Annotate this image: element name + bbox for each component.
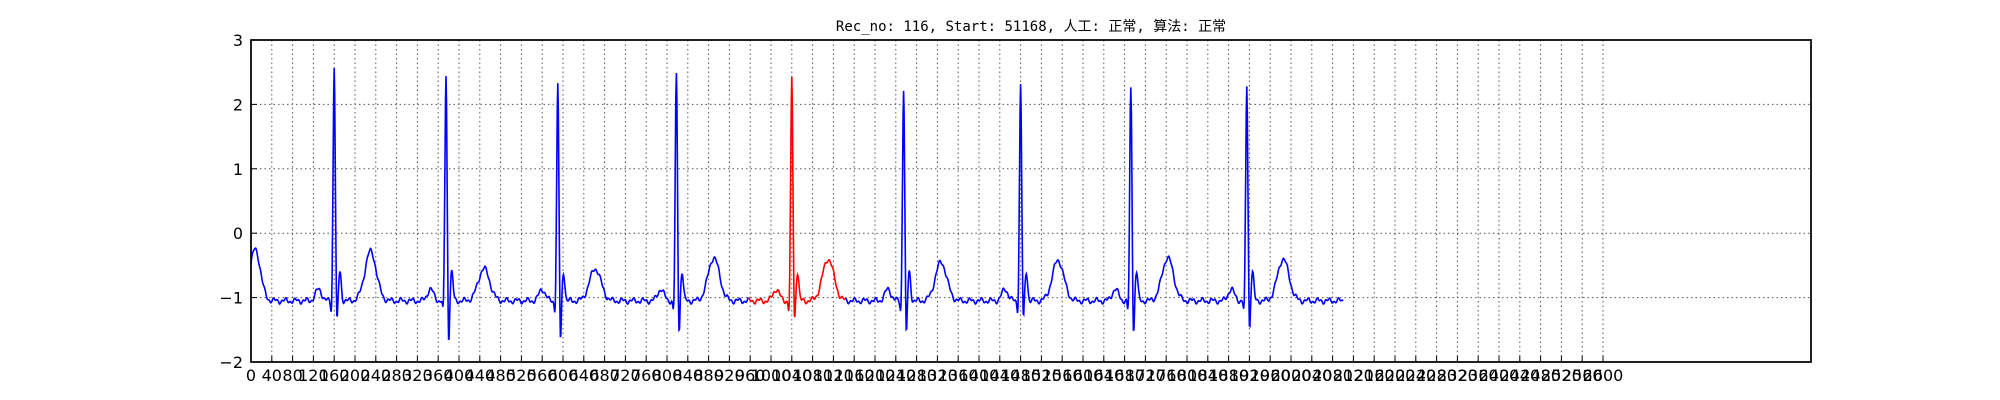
y-tick-label: 1 [233,160,243,179]
x-tick-label: 400 [444,366,475,385]
ecg-trace-segment [250,68,750,341]
x-tick-label: 1800 [1167,366,1208,385]
x-tick-label: 2280 [1416,366,1457,385]
x-tick-label: 1200 [855,366,896,385]
x-tick-label: 1680 [1104,366,1145,385]
x-tick-label: 40 [262,366,282,385]
y-tick-label: −2 [219,353,243,372]
x-tick-label: 720 [610,366,641,385]
x-tick-label: 680 [589,366,620,385]
y-tick-label: 0 [233,224,243,243]
x-tick-label: 1440 [979,366,1020,385]
x-tick-label: 2040 [1291,366,1332,385]
x-tick-label: 1920 [1229,366,1270,385]
chart-title: Rec_no: 116, Start: 51168, 人工: 正常, 算法: 正… [836,19,1226,35]
x-tick-label: 760 [631,366,662,385]
x-tick-label: 280 [381,366,412,385]
y-tick-label: −1 [219,289,243,308]
plot-frame [250,39,1812,363]
x-tick-label: 1000 [751,366,792,385]
x-tick-label: 1960 [1250,366,1291,385]
x-tick-label: 2560 [1562,366,1603,385]
x-tick-label: 640 [569,366,600,385]
x-tick-label: 440 [465,366,496,385]
x-tick-label: 1720 [1125,366,1166,385]
x-tick-label: 2320 [1437,366,1478,385]
x-tick-label: 960 [735,366,766,385]
x-tick-label: 1280 [896,366,937,385]
x-tick-label: 1400 [959,366,1000,385]
x-tick-label: 2080 [1312,366,1353,385]
x-tick-label: 2120 [1333,366,1374,385]
ecg-highlight-segment [748,76,846,318]
x-tick-label: 2200 [1375,366,1416,385]
x-tick-label: 0 [246,366,256,385]
x-tick-label: 2400 [1479,366,1520,385]
x-tick-label: 1600 [1063,366,1104,385]
x-tick-label: 1120 [813,366,854,385]
x-tick-label: 1840 [1187,366,1228,385]
x-tick-label: 920 [714,366,745,385]
ecg-trace-segment [845,84,1344,332]
x-tick-label: 1760 [1146,366,1187,385]
x-tick-label: 1880 [1208,366,1249,385]
x-tick-label: 1560 [1042,366,1083,385]
x-tick-label: 1160 [834,366,875,385]
x-tick-label: 1240 [875,366,916,385]
x-tick-label: 2360 [1458,366,1499,385]
x-tick-label: 520 [506,366,537,385]
x-tick-label: 2000 [1271,366,1312,385]
x-tick-label: 2240 [1395,366,1436,385]
x-tick-label: 2520 [1541,366,1582,385]
x-tick-label: 840 [673,366,704,385]
y-tick-label: 3 [233,31,243,50]
x-tick-label: 160 [319,366,350,385]
x-tick-label: 240 [361,366,392,385]
x-tick-label: 1040 [771,366,812,385]
x-tick-label: 1080 [792,366,833,385]
x-tick-label: 2440 [1499,366,1540,385]
x-tick-label: 560 [527,366,558,385]
y-tick-label: 2 [233,95,243,114]
x-tick-label: 880 [693,366,724,385]
x-tick-label: 2160 [1354,366,1395,385]
x-tick-label: 1320 [917,366,958,385]
x-tick-label: 1640 [1083,366,1124,385]
x-axis-ticks: 0 40 8012016020024028032036040044048052056… [246,356,1623,385]
x-tick-label: 1520 [1021,366,1062,385]
plot-area [250,39,1812,363]
x-tick-label: 120 [298,366,329,385]
ecg-traces [250,68,1344,341]
x-tick-label: 600 [548,366,579,385]
x-tick-label: 80 [282,366,302,385]
x-tick-label: 1480 [1000,366,1041,385]
x-tick-label: 2480 [1520,366,1561,385]
y-axis-ticks: 3 2 1 0 −1 −2 [219,31,257,372]
x-tick-label: 2600 [1583,366,1624,385]
x-tick-label: 800 [652,366,683,385]
x-tick-label: 200 [340,366,371,385]
x-tick-label: 480 [485,366,516,385]
x-tick-label: 360 [423,366,454,385]
x-tick-label: 1360 [938,366,979,385]
x-tick-label: 320 [402,366,433,385]
